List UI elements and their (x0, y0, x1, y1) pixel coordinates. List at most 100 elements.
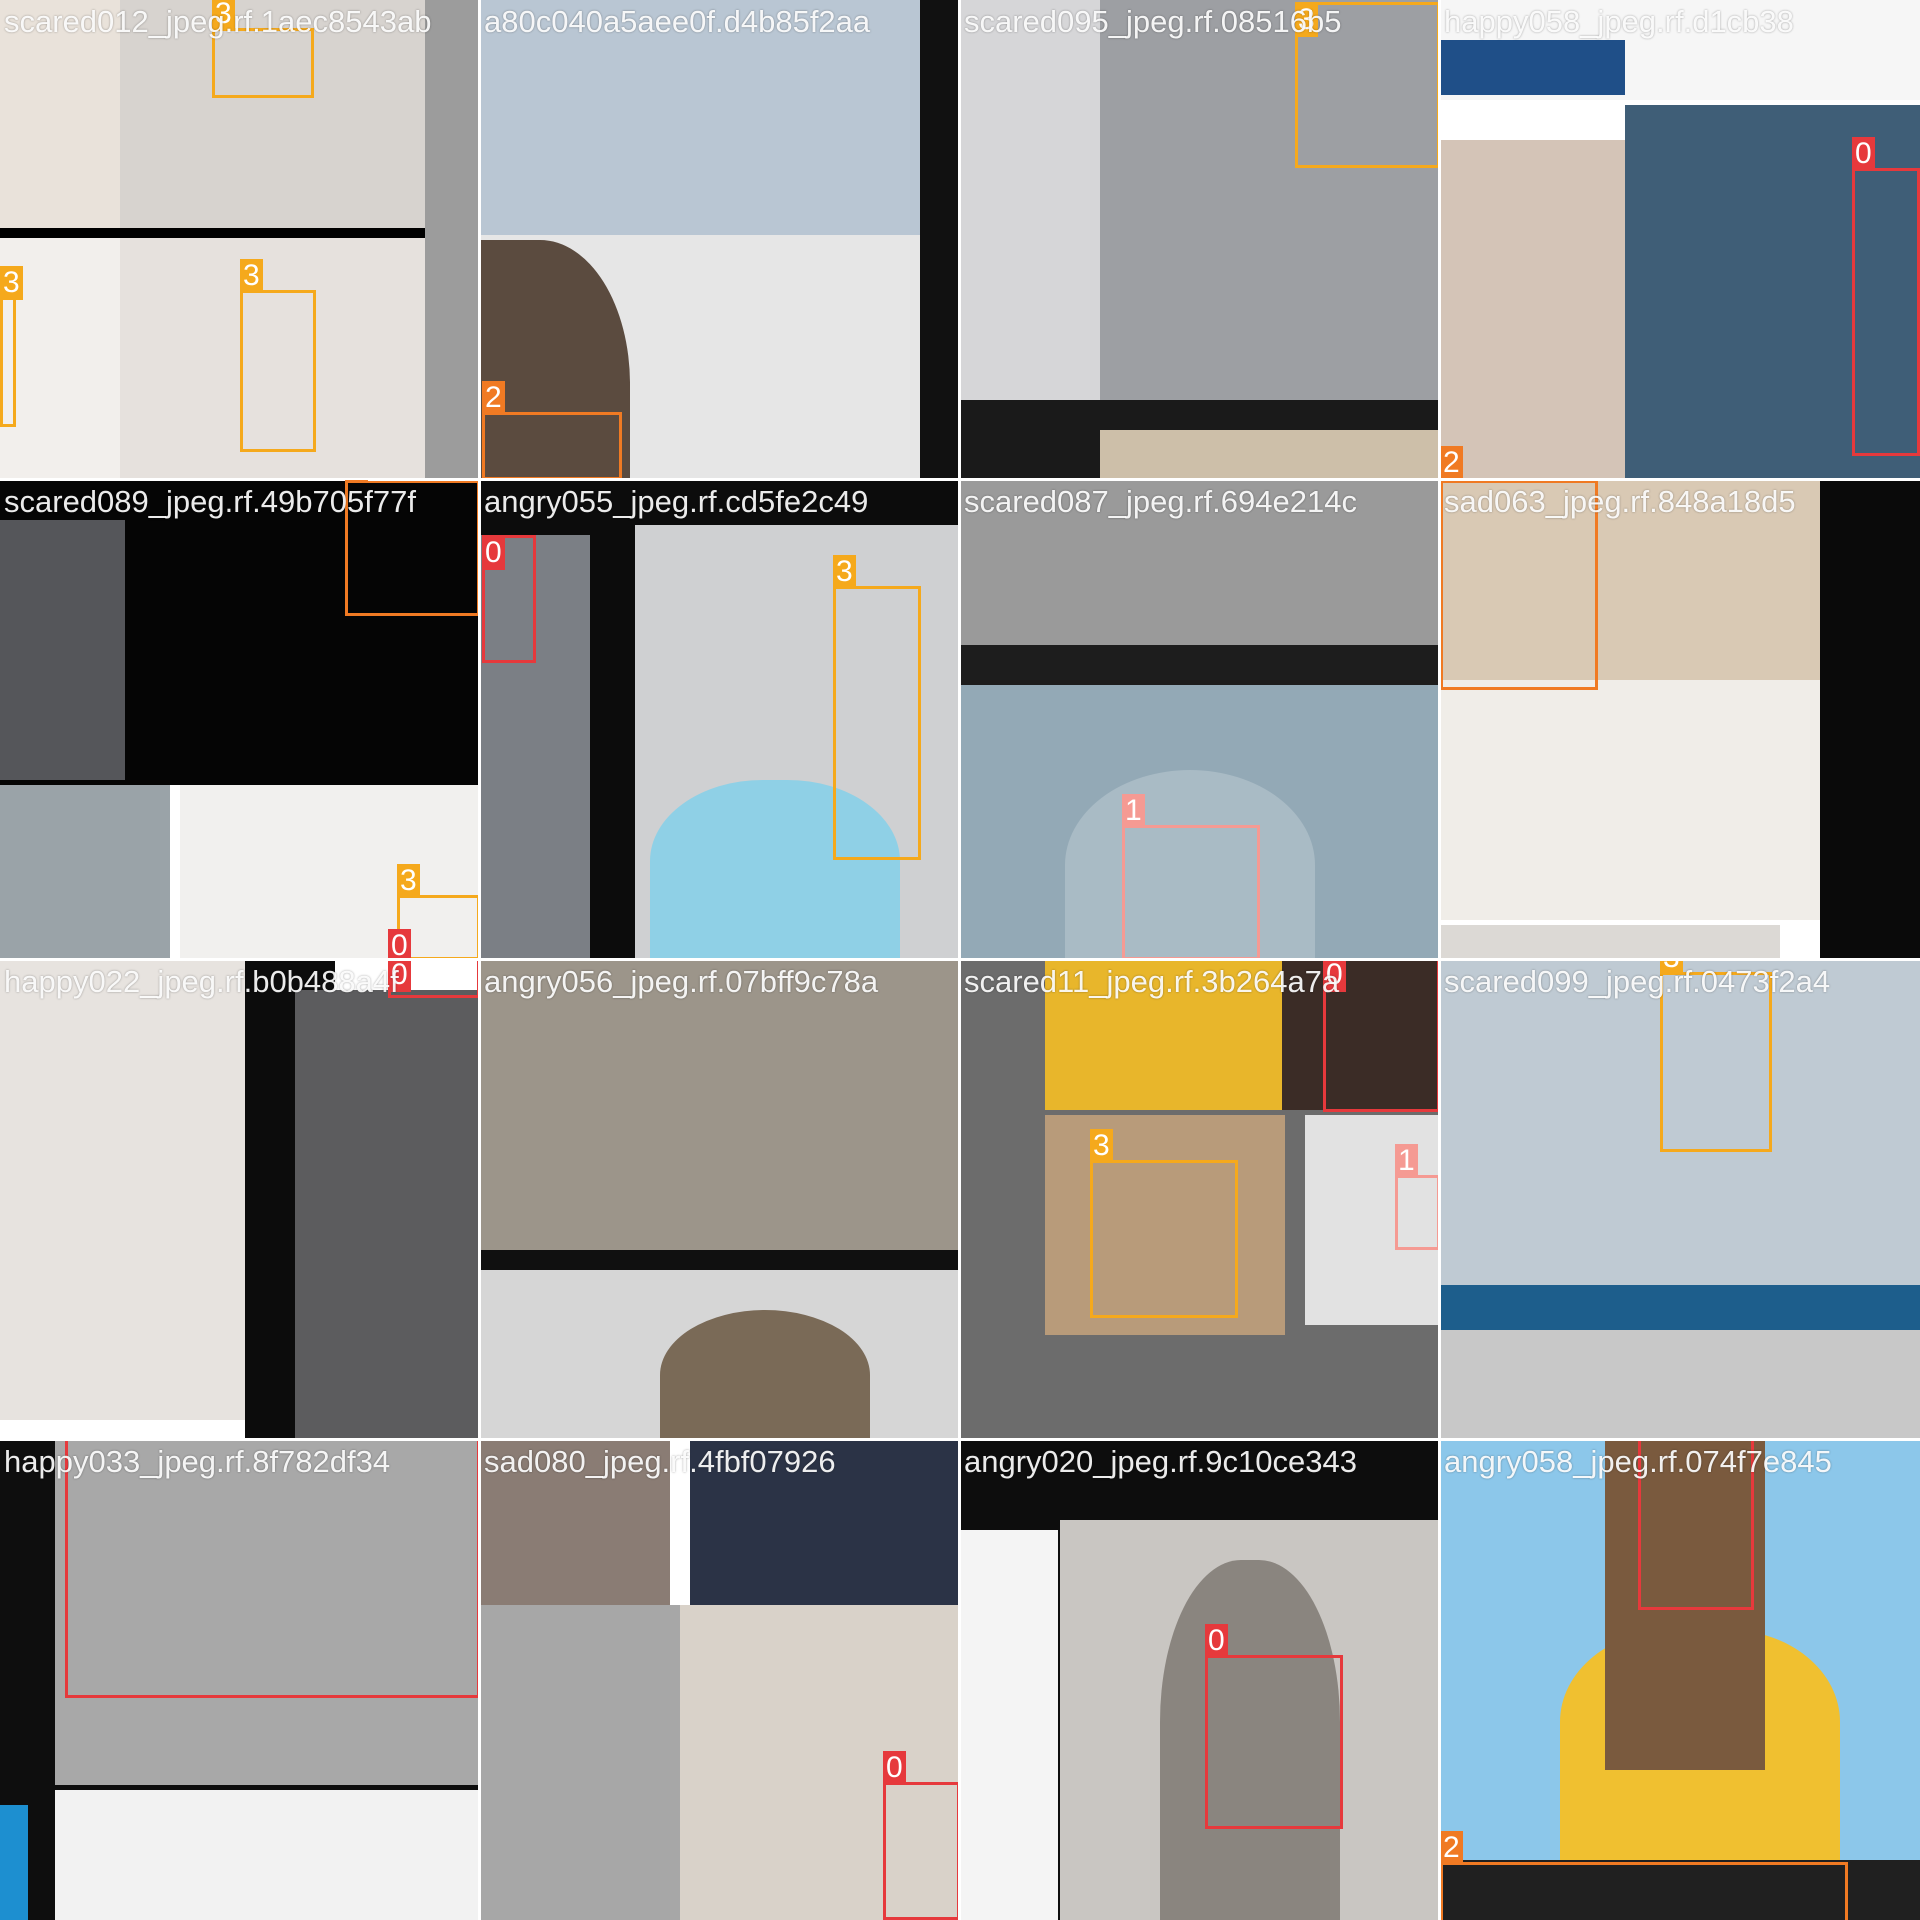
bbox-class-0: 0 (388, 960, 480, 998)
bbox-label: 3 (397, 864, 420, 898)
tile-13-photo-4 (0, 1805, 28, 1920)
tile-12: 3 scared099_jpeg.rf.0473f2a4 (1440, 960, 1920, 1440)
tile-14-photo-1 (480, 1440, 670, 1605)
tile-9-photo-1 (0, 960, 250, 1420)
bbox-class-0: 0 (1852, 137, 1920, 456)
tile-11-photo-4 (1045, 1115, 1285, 1335)
tile-1-photo-4 (120, 235, 425, 480)
bbox-label: 0 (1205, 1624, 1228, 1658)
tile-1-photo-6 (0, 228, 425, 238)
tile-4: 0 2 happy058_jpeg.rf.d1cb38 (1440, 0, 1920, 480)
tile-1: 3 3 3 scared012_jpeg.rf.1aec8543ab (0, 0, 480, 480)
tile-13: 0 happy033_jpeg.rf.8f782df34 (0, 1440, 480, 1920)
bbox-label: 3 (833, 555, 856, 589)
tile-14-photo-3 (480, 1605, 680, 1920)
bbox-class-2: 2 (345, 480, 480, 616)
bbox-class-0: 0 (65, 1440, 480, 1698)
tile-11-photo-2 (1045, 960, 1300, 1110)
bbox-class-3: 3 (212, 0, 314, 98)
bbox-label: 3 (1295, 3, 1318, 37)
tile-10: angry056_jpeg.rf.07bff9c78a (480, 960, 960, 1440)
bbox-class-3: 3 (1090, 1129, 1238, 1318)
bbox-label: 3 (0, 266, 23, 300)
tile-11: 0 3 1 scared11_jpeg.rf.3b264a7a (960, 960, 1440, 1440)
tile-12-photo-3 (1440, 1330, 1920, 1440)
tile-7-photo-1 (960, 480, 1440, 645)
bbox-class-1: 1 (1395, 1144, 1440, 1250)
bbox-label: 3 (1660, 960, 1683, 975)
bbox-class-3: 3 (833, 555, 921, 860)
tile-3-photo-4 (1100, 430, 1440, 480)
bbox-label: 0 (883, 1751, 906, 1785)
tile-9: 0 happy022_jpeg.rf.b0b488a4f (0, 960, 480, 1440)
tile-16-photo-4 (1440, 1860, 1920, 1920)
tile-16-photo-3 (1605, 1440, 1765, 1770)
tile-5-photo-2 (0, 520, 125, 780)
tile-2: 2 a80c040a5aee0f.d4b85f2aa (480, 0, 960, 480)
tile-5: 2 3 0 scared089_jpeg.rf.49b705f77f (0, 480, 480, 960)
tile-2-photo-1 (480, 0, 925, 235)
tile-7: 1 scared087_jpeg.rf.694e214c (960, 480, 1440, 960)
tile-2-photo-4 (920, 0, 960, 480)
bbox-label: 1 (1395, 1144, 1418, 1178)
bbox-class-1: 1 (1122, 794, 1260, 960)
bbox-label: 2 (1440, 480, 1463, 483)
tile-14-photo-4 (680, 1605, 960, 1920)
bbox-label: 3 (1090, 1129, 1113, 1163)
tile-16: 0 2 angry058_jpeg.rf.074f7e845 (1440, 1440, 1920, 1920)
bbox-label: 2 (345, 480, 368, 483)
grid-separator (0, 1438, 1920, 1441)
bbox-label: 2 (482, 381, 505, 415)
bbox-class-2: 2 (1440, 1831, 1848, 1920)
tile-1-photo-5 (425, 0, 480, 480)
bbox-class-0: 0 (1205, 1624, 1343, 1829)
bbox-label: 0 (1852, 137, 1875, 171)
tile-1-photo-1 (0, 0, 120, 230)
tile-6-photo-4 (650, 780, 900, 960)
tile-9-photo-3 (295, 990, 480, 1440)
bbox-class-2: 2 (1440, 480, 1598, 690)
tile-8-photo-3 (1820, 480, 1920, 960)
tile-10-photo-1 (480, 960, 960, 1255)
tile-5-photo-3 (0, 785, 170, 960)
bbox-label: 0 (482, 536, 505, 570)
bbox-class-2: 2 (482, 381, 622, 480)
bbox-class-0: 0 (1323, 960, 1440, 1112)
tile-5-photo-4 (180, 785, 480, 960)
tile-10-photo-4 (660, 1310, 870, 1440)
tile-8-photo-2 (1440, 680, 1840, 920)
tile-15-photo-2 (960, 1530, 1058, 1920)
tile-8: 2 sad063_jpeg.rf.848a18d5 (1440, 480, 1920, 960)
grid-separator (0, 958, 1920, 961)
tile-12-photo-2 (1440, 1285, 1920, 1330)
tile-8-photo-4 (1440, 925, 1780, 960)
tile-6: 0 3 angry055_jpeg.rf.cd5fe2c49 (480, 480, 960, 960)
tile-7-photo-4 (1065, 770, 1315, 960)
bbox-class-0: 0 (883, 1751, 960, 1920)
bbox-class-0: 0 (1638, 1440, 1754, 1610)
tile-11-photo-3 (1282, 960, 1440, 1110)
bbox-class-3: 3 (0, 266, 23, 427)
bbox-label: 3 (240, 259, 263, 293)
tile-4-photo-3 (1440, 140, 1625, 480)
bbox-class-3: 3 (240, 259, 316, 452)
bbox-label: 0 (388, 960, 411, 992)
bbox-class-3: 3 (1660, 960, 1772, 1152)
bbox-label: 2 (1440, 1831, 1463, 1865)
bbox-class-0: 0 (482, 535, 536, 663)
tile-7-photo-2 (960, 645, 1440, 685)
tile-12-photo-1 (1440, 960, 1920, 1330)
bbox-class-3: 3 (1295, 2, 1440, 168)
bbox-label: 0 (388, 929, 411, 960)
bbox-label: 1 (1122, 794, 1145, 828)
tile-15: 0 angry020_jpeg.rf.9c10ce343 (960, 1440, 1440, 1920)
tile-3: 3 scared095_jpeg.rf.08516b5 (960, 0, 1440, 480)
bbox-label: 3 (212, 0, 235, 31)
tile-14: 0 sad080_jpeg.rf.4fbf07926 (480, 1440, 960, 1920)
bbox-label: 0 (1323, 960, 1346, 992)
tile-13-photo-2 (55, 1440, 480, 1785)
tile-10-photo-2 (480, 1250, 960, 1270)
tile-3-photo-1 (960, 0, 1110, 420)
tile-15-photo-4 (1160, 1560, 1340, 1920)
bbox-label: 2 (1440, 446, 1463, 480)
